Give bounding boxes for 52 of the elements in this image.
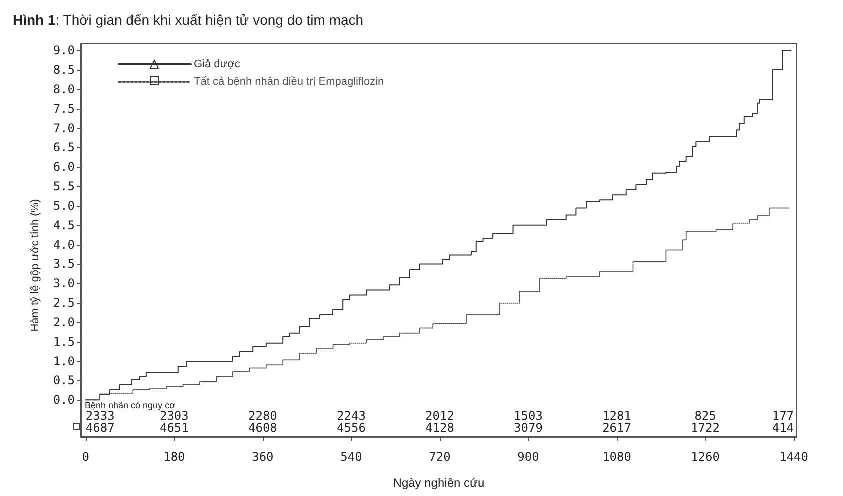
x-tick-label: 900 (518, 450, 540, 464)
x-tick-label: 720 (429, 450, 451, 464)
x-tick-label: 0 (82, 450, 90, 464)
chart-title: Hình 1: Thời gian đến khi xuất hiện tử vong do tim mạch (13, 12, 364, 28)
annotation: 4687 (86, 421, 115, 436)
annotation: 1281 (602, 409, 632, 424)
y-tick-label: 1.0 (53, 354, 75, 368)
y-tick-label: 7.0 (53, 121, 75, 136)
y-tick-label: 8.0 (53, 82, 75, 96)
annotation: 825 (694, 409, 716, 424)
annotation: Bệnh nhân có nguy cơ (85, 400, 176, 411)
y-tick-label: 2.0 (53, 315, 75, 330)
x-tick-label: 1260 (691, 450, 720, 464)
annotation: 2243 (337, 409, 366, 424)
y-tick-label: 0.5 (53, 374, 75, 388)
annotation: 4608 (248, 421, 278, 436)
y-tick-label: 6.5 (53, 140, 75, 155)
annotation: 4651 (160, 421, 189, 436)
annotation: 2617 (602, 421, 632, 436)
y-tick-label: 0.0 (53, 393, 75, 408)
x-tick-label: 1440 (780, 450, 809, 464)
y-tick-label: 3.5 (53, 257, 75, 272)
y-tick-label: 8.5 (53, 63, 75, 78)
annotation: 2012 (426, 409, 454, 424)
annotation: 3079 (514, 421, 543, 436)
annotation: 177 (772, 409, 794, 424)
x-tick-label: 540 (340, 450, 362, 464)
x-axis-title: Ngày nghiên cứu (393, 476, 485, 490)
annotation: 2303 (160, 409, 189, 424)
annotation: 414 (772, 421, 794, 436)
annotation: 1503 (514, 409, 543, 424)
text: Giả dược (194, 58, 241, 70)
y-tick-label: 6.0 (53, 160, 75, 174)
y-tick-label: 2.5 (53, 296, 75, 310)
x-tick-label: 1080 (602, 450, 632, 464)
y-axis-title: Hàm tỷ lệ gộp ước tính (%) (30, 199, 42, 332)
y-tick-label: 4.5 (53, 218, 75, 232)
annotation: 2333 (86, 409, 115, 424)
y-tick-label: 5.5 (53, 180, 75, 194)
text: Tất cả bệnh nhân điều trị Empagliflozin (194, 76, 384, 88)
y-tick-label: 3.0 (53, 276, 75, 291)
annotation: 2280 (248, 409, 278, 424)
x-tick-label: 180 (164, 450, 186, 464)
annotation: 4556 (337, 421, 366, 436)
x-tick-label: 360 (252, 450, 274, 464)
y-tick-label: 5.0 (53, 198, 75, 213)
y-tick-label: 9.0 (53, 44, 75, 58)
y-tick-label: 1.5 (53, 334, 75, 349)
annotation: 1722 (691, 421, 720, 436)
annotation: 4128 (426, 421, 454, 436)
y-tick-label: 7.5 (53, 102, 75, 116)
y-tick-label: 4.0 (53, 238, 75, 252)
